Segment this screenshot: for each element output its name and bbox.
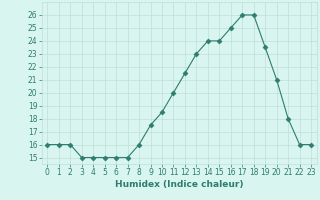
- X-axis label: Humidex (Indice chaleur): Humidex (Indice chaleur): [115, 180, 244, 189]
